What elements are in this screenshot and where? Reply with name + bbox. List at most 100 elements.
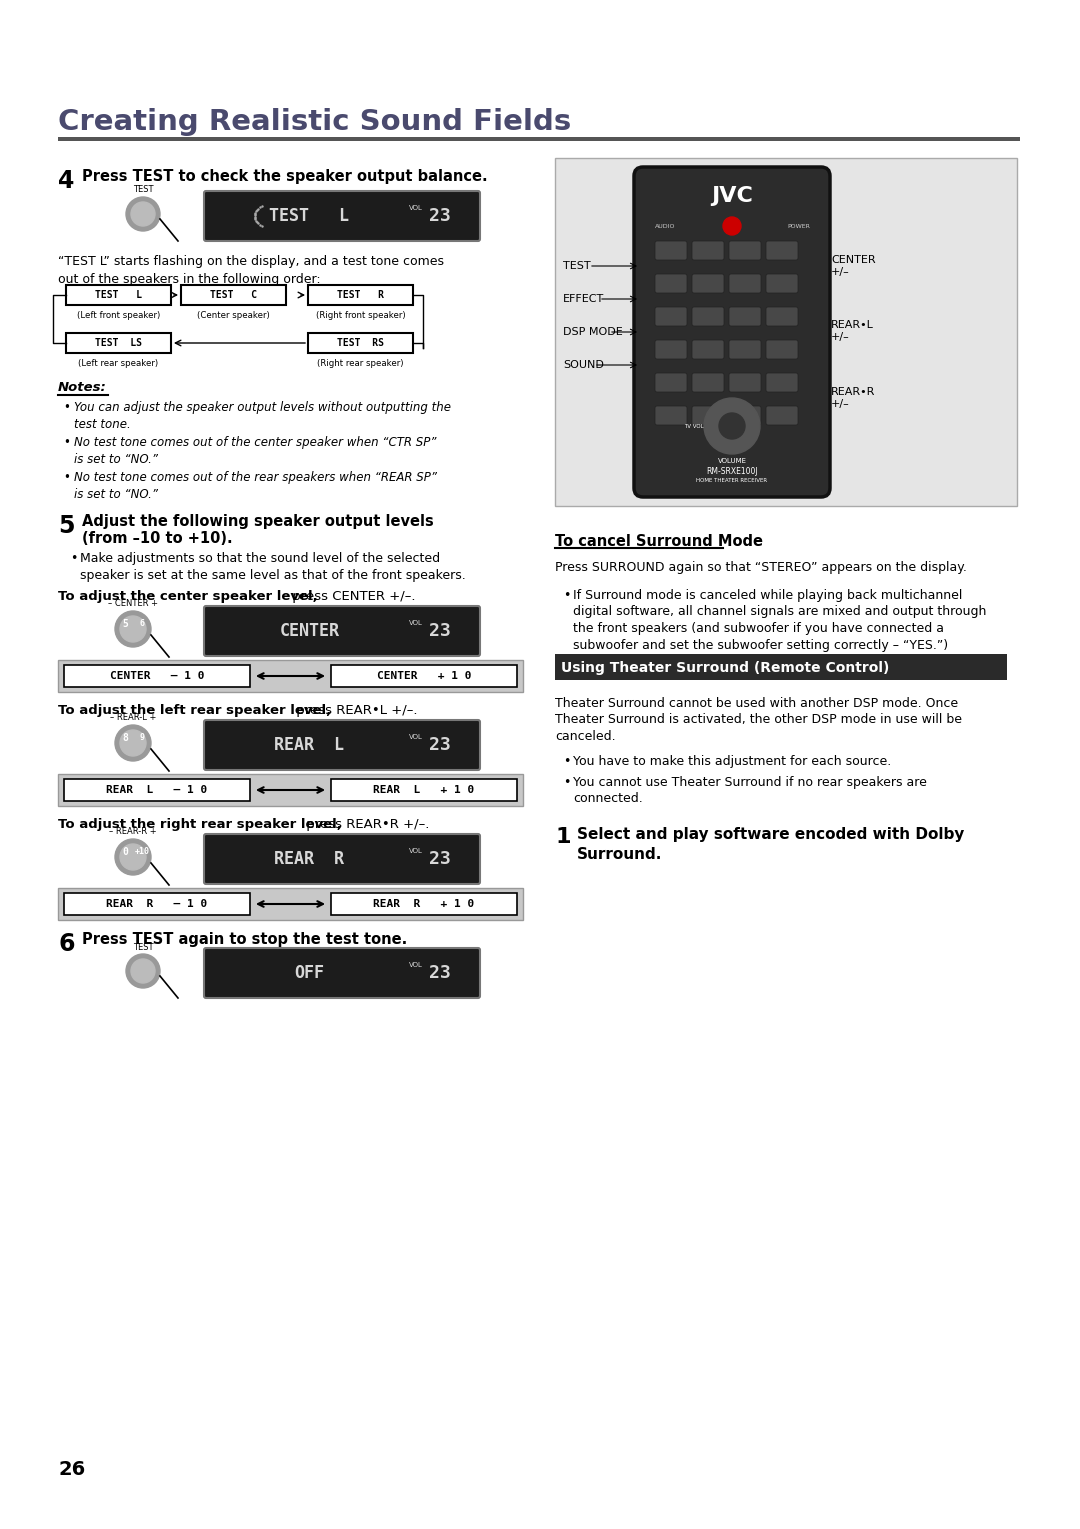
FancyBboxPatch shape	[654, 339, 687, 359]
Text: Creating Realistic Sound Fields: Creating Realistic Sound Fields	[58, 109, 571, 136]
Text: 6: 6	[58, 933, 75, 956]
Text: CENTER   – 1 0: CENTER – 1 0	[110, 671, 204, 680]
Bar	[64, 665, 249, 687]
Text: JVC: JVC	[711, 187, 753, 206]
Text: REAR  L   – 1 0: REAR L – 1 0	[106, 784, 207, 795]
Text: REAR•R
+/–: REAR•R +/–	[831, 387, 876, 410]
Text: “TEST L” starts flashing on the display, and a test tone comes
out of the speake: “TEST L” starts flashing on the display,…	[58, 255, 444, 286]
Text: TEST: TEST	[563, 261, 591, 271]
Text: DSP MODE: DSP MODE	[563, 327, 623, 336]
Text: REAR  R: REAR R	[274, 850, 345, 868]
Circle shape	[114, 839, 151, 875]
Text: To adjust the right rear speaker level,: To adjust the right rear speaker level,	[58, 818, 342, 830]
FancyBboxPatch shape	[729, 307, 761, 326]
Bar	[330, 778, 517, 801]
Text: You cannot use Theater Surround if no rear speakers are
connected.: You cannot use Theater Surround if no re…	[573, 777, 927, 806]
Text: REAR  R   + 1 0: REAR R + 1 0	[374, 899, 474, 910]
FancyBboxPatch shape	[766, 274, 798, 294]
FancyBboxPatch shape	[654, 373, 687, 391]
Text: press CENTER +/–.: press CENTER +/–.	[288, 590, 416, 602]
Bar	[64, 893, 249, 914]
Bar	[330, 665, 517, 687]
Circle shape	[704, 398, 760, 454]
FancyBboxPatch shape	[766, 373, 798, 391]
FancyBboxPatch shape	[654, 274, 687, 294]
Text: VOL: VOL	[408, 205, 422, 211]
Text: – REAR-L +: – REAR-L +	[110, 714, 157, 723]
Text: 23: 23	[429, 622, 450, 641]
Text: POWER: POWER	[787, 223, 810, 228]
Text: CENTER   + 1 0: CENTER + 1 0	[377, 671, 471, 680]
Bar	[555, 654, 1007, 680]
Text: REAR  L: REAR L	[274, 735, 345, 754]
Text: •: •	[70, 552, 78, 566]
Text: 23: 23	[429, 963, 450, 982]
FancyBboxPatch shape	[729, 407, 761, 425]
Text: 4: 4	[58, 170, 75, 193]
Circle shape	[126, 954, 160, 988]
Text: TV VOL: TV VOL	[685, 424, 704, 428]
Text: – REAR-R +: – REAR-R +	[109, 827, 157, 836]
Text: TEST   C: TEST C	[210, 291, 257, 300]
Bar	[58, 888, 523, 920]
Text: (Right rear speaker): (Right rear speaker)	[318, 359, 404, 368]
Bar	[66, 284, 171, 304]
Text: 0: 0	[122, 847, 127, 856]
Text: TEST  RS: TEST RS	[337, 338, 384, 349]
Text: CENTER
+/–: CENTER +/–	[831, 255, 876, 277]
Text: TEST   L: TEST L	[269, 206, 349, 225]
Text: You can adjust the speaker output levels without outputting the
test tone.: You can adjust the speaker output levels…	[75, 401, 451, 431]
Text: Make adjustments so that the sound level of the selected
speaker is set at the s: Make adjustments so that the sound level…	[80, 552, 465, 583]
Text: press REAR•L +/–.: press REAR•L +/–.	[292, 703, 418, 717]
Text: REAR  R   – 1 0: REAR R – 1 0	[106, 899, 207, 910]
Text: To cancel Surround Mode: To cancel Surround Mode	[555, 534, 762, 549]
Text: 8: 8	[122, 732, 127, 743]
Text: Using Theater Surround (Remote Control): Using Theater Surround (Remote Control)	[561, 661, 889, 674]
Circle shape	[126, 197, 160, 231]
Bar	[58, 661, 523, 693]
Bar	[66, 333, 171, 353]
Text: TEST: TEST	[133, 185, 153, 194]
Text: (Left front speaker): (Left front speaker)	[77, 312, 160, 321]
Text: RM-SRXE100J: RM-SRXE100J	[706, 468, 758, 477]
Text: TEST  LS: TEST LS	[95, 338, 141, 349]
Text: Press TEST to check the speaker output balance.: Press TEST to check the speaker output b…	[82, 170, 488, 183]
Text: Press SURROUND again so that “STEREO” appears on the display.: Press SURROUND again so that “STEREO” ap…	[555, 561, 967, 573]
Text: (from –10 to +10).: (from –10 to +10).	[82, 531, 232, 546]
Text: VOL: VOL	[408, 734, 422, 740]
FancyBboxPatch shape	[729, 339, 761, 359]
Text: You have to make this adjustment for each source.: You have to make this adjustment for eac…	[573, 755, 891, 768]
Text: Select and play software encoded with Dolby
Surround.: Select and play software encoded with Do…	[577, 827, 964, 862]
Text: TEST: TEST	[133, 942, 153, 951]
Text: 5: 5	[58, 514, 75, 538]
Circle shape	[120, 616, 146, 642]
FancyBboxPatch shape	[654, 407, 687, 425]
FancyBboxPatch shape	[729, 274, 761, 294]
Text: AUDIO: AUDIO	[654, 223, 675, 228]
Text: +10: +10	[135, 847, 149, 856]
FancyBboxPatch shape	[634, 167, 831, 497]
Text: 1: 1	[555, 827, 570, 847]
Text: Theater Surround cannot be used with another DSP mode. Once
Theater Surround is : Theater Surround cannot be used with ano…	[555, 697, 962, 743]
Circle shape	[723, 217, 741, 235]
Circle shape	[114, 725, 151, 761]
Text: No test tone comes out of the center speaker when “CTR SP”
is set to “NO.”: No test tone comes out of the center spe…	[75, 436, 436, 466]
Text: VOLUME: VOLUME	[717, 459, 746, 463]
Text: To adjust the left rear speaker level,: To adjust the left rear speaker level,	[58, 703, 332, 717]
FancyBboxPatch shape	[204, 605, 480, 656]
Text: VOL: VOL	[408, 847, 422, 853]
Text: SOUND: SOUND	[563, 359, 604, 370]
Text: 5: 5	[122, 619, 127, 628]
FancyBboxPatch shape	[729, 242, 761, 260]
FancyBboxPatch shape	[692, 339, 724, 359]
Bar	[308, 284, 413, 304]
FancyBboxPatch shape	[204, 833, 480, 884]
Text: 23: 23	[429, 850, 450, 868]
Text: TEST   R: TEST R	[337, 291, 384, 300]
Text: Adjust the following speaker output levels: Adjust the following speaker output leve…	[82, 514, 434, 529]
Text: •: •	[63, 471, 70, 485]
Text: VOL: VOL	[408, 962, 422, 968]
Bar	[555, 157, 1017, 506]
FancyBboxPatch shape	[692, 274, 724, 294]
Text: (Center speaker): (Center speaker)	[198, 312, 270, 321]
